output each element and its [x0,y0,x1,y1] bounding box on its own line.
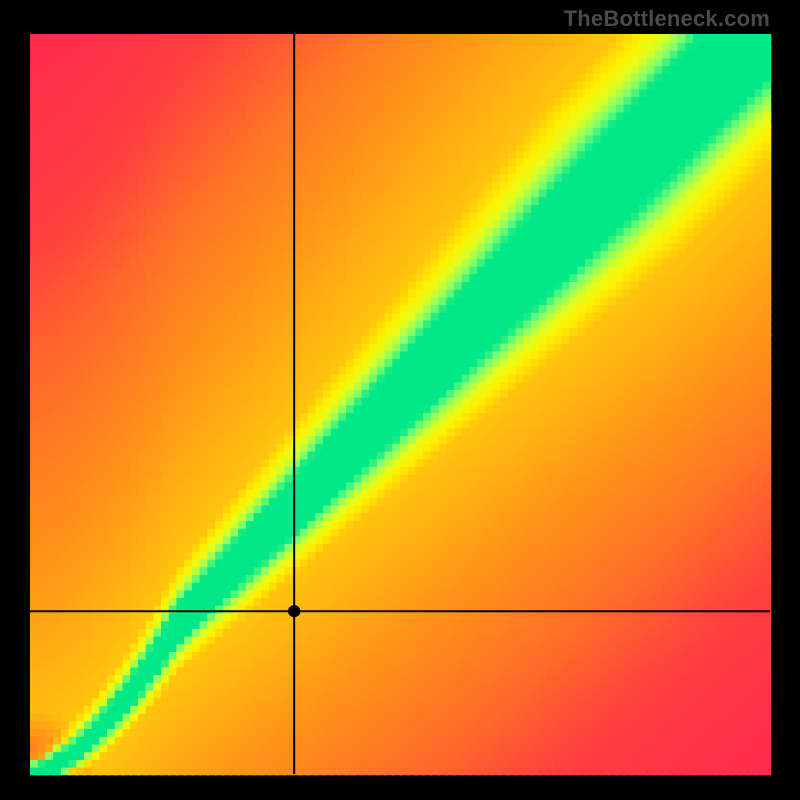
watermark-text: TheBottleneck.com [564,6,770,32]
bottleneck-heatmap [0,0,800,800]
